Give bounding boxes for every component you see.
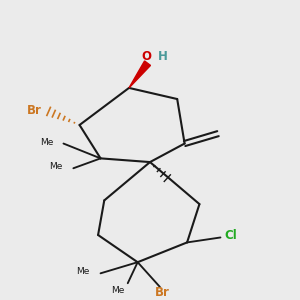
Text: Br: Br	[155, 286, 170, 299]
Text: Me: Me	[50, 162, 63, 171]
Text: Me: Me	[40, 138, 53, 147]
Text: O: O	[141, 50, 151, 63]
Text: Me: Me	[111, 286, 124, 295]
Text: Br: Br	[27, 104, 42, 117]
Polygon shape	[129, 61, 151, 88]
Text: H: H	[158, 50, 168, 63]
Text: Me: Me	[76, 267, 89, 276]
Text: Cl: Cl	[224, 229, 237, 242]
